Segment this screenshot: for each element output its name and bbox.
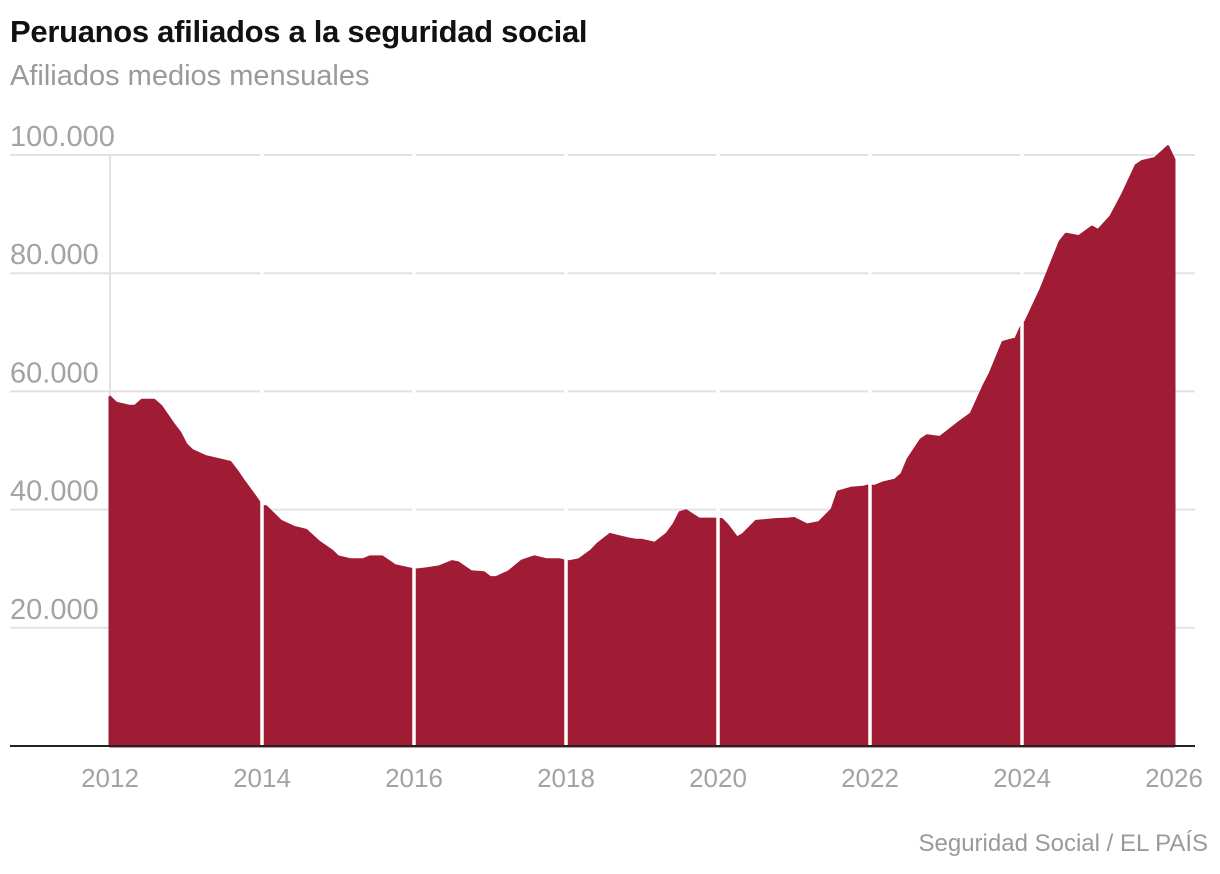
x-tick-label: 2026 (1145, 763, 1203, 793)
area-series (108, 145, 1176, 748)
y-tick-label: 20.000 (10, 594, 99, 626)
area-series-afiliados (108, 145, 1176, 748)
source-credit: Seguridad Social / EL PAÍS (918, 830, 1209, 857)
x-tick-label: 2020 (689, 763, 747, 793)
x-tick-label: 2024 (993, 763, 1051, 793)
y-tick-label: 40.000 (10, 476, 99, 508)
x-axis-ticks: 2012 2014 2016 2018 2020 2022 2024 2026 (81, 763, 1203, 793)
chart-subtitle: Afiliados medios mensuales (10, 60, 370, 92)
y-tick-label: 100.000 (10, 121, 115, 153)
x-tick-label: 2012 (81, 763, 139, 793)
y-axis-ticks: 20.000 40.000 60.000 80.000 100.000 (10, 121, 115, 626)
x-tick-label: 2022 (841, 763, 899, 793)
chart-title: Peruanos afiliados a la seguridad social (10, 14, 588, 49)
y-tick-label: 60.000 (10, 357, 99, 389)
year-separators (260, 135, 1024, 746)
x-tick-label: 2016 (385, 763, 443, 793)
x-tick-label: 2014 (233, 763, 291, 793)
y-tick-label: 80.000 (10, 239, 99, 271)
x-tick-label: 2018 (537, 763, 595, 793)
